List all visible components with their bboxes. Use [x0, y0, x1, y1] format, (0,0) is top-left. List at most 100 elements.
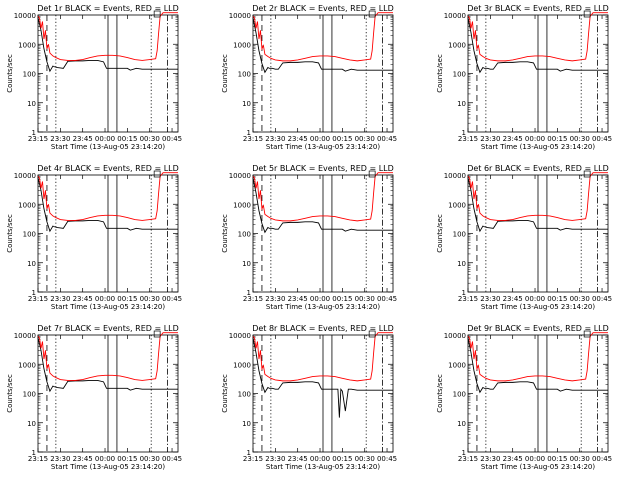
y-tick-label: 100: [23, 71, 36, 79]
x-tick-label: 00:45: [377, 135, 397, 143]
y-tick-label: 100: [238, 71, 251, 79]
end-marker-symbol: [153, 170, 161, 178]
series-line-events: [252, 337, 393, 418]
y-tick-label: 1: [247, 289, 251, 297]
series-line-events: [252, 17, 393, 74]
y-axis-label: Counts/sec: [6, 374, 14, 413]
y-tick-label: 10000: [229, 172, 251, 180]
y-tick-label: 10000: [444, 12, 466, 20]
x-tick-label: 00:45: [162, 295, 182, 303]
y-axis-label: Counts/sec: [221, 374, 229, 413]
panel-det-5r: Det 5r BLACK = Events, RED = LLD 1 10 100 10…: [221, 164, 397, 311]
x-tick-label: 23:30: [480, 135, 500, 143]
y-tick-label: 100: [23, 231, 36, 239]
y-tick-label: 10: [27, 420, 36, 428]
series-line-lld: [37, 332, 178, 381]
panel-title: Det 6r BLACK = Events, RED = LLD: [467, 164, 609, 173]
end-marker-symbol: [368, 330, 376, 338]
y-tick-label: 1: [32, 449, 36, 457]
x-tick-label: 00:00: [95, 135, 115, 143]
x-tick-label: 23:45: [73, 135, 93, 143]
x-tick-label: 00:00: [310, 455, 330, 463]
x-tick-label: 00:30: [355, 455, 375, 463]
x-tick-label: 23:15: [28, 295, 48, 303]
panel-title: Det 9r BLACK = Events, RED = LLD: [467, 324, 609, 333]
x-axis-label: Start Time (13-Aug-05 23:14:20): [481, 303, 595, 311]
panel-title: Det 7r BLACK = Events, RED = LLD: [37, 324, 179, 333]
y-axis-label: Counts/sec: [6, 54, 14, 93]
end-marker-symbol: [583, 10, 591, 18]
x-tick-label: 00:15: [332, 295, 352, 303]
x-tick-label: 00:15: [332, 135, 352, 143]
series-line-lld: [252, 332, 393, 382]
x-tick-label: 00:00: [525, 295, 545, 303]
x-tick-label: 00:00: [525, 455, 545, 463]
y-axis-label: Counts/sec: [221, 54, 229, 93]
x-tick-label: 23:30: [480, 455, 500, 463]
x-tick-label: 23:45: [503, 135, 523, 143]
panel-title: Det 8r BLACK = Events, RED = LLD: [252, 324, 394, 333]
x-tick-label: 00:00: [95, 295, 115, 303]
panel-title: Det 5r BLACK = Events, RED = LLD: [252, 164, 394, 173]
end-marker-symbol: [153, 330, 161, 338]
y-tick-label: 100: [453, 71, 466, 79]
y-tick-label: 1: [462, 289, 466, 297]
x-tick-label: 00:30: [355, 135, 375, 143]
x-tick-label: 23:15: [243, 295, 263, 303]
series-line-lld: [37, 172, 178, 221]
y-tick-label: 10000: [229, 332, 251, 340]
series-line-events: [37, 337, 178, 393]
x-tick-label: 00:30: [140, 455, 160, 463]
end-marker-symbol: [368, 170, 376, 178]
y-tick-label: 10: [27, 260, 36, 268]
series-line-events: [467, 17, 608, 74]
y-axis-label: Counts/sec: [436, 54, 444, 93]
panel-det-6r: Det 6r BLACK = Events, RED = LLD 1 10 100 10…: [436, 164, 612, 311]
panel-title: Det 4r BLACK = Events, RED = LLD: [37, 164, 179, 173]
x-tick-label: 00:00: [525, 135, 545, 143]
x-tick-label: 23:45: [503, 295, 523, 303]
x-tick-label: 00:15: [332, 455, 352, 463]
series-line-lld: [467, 172, 608, 221]
end-marker-symbol: [583, 330, 591, 338]
panel-det-1r: Det 1r BLACK = Events, RED = LLD 1 10 100 10…: [6, 4, 182, 151]
y-tick-label: 1: [32, 129, 36, 137]
y-tick-label: 1000: [448, 361, 466, 369]
x-tick-label: 23:30: [480, 295, 500, 303]
x-tick-label: 00:00: [310, 295, 330, 303]
y-tick-label: 100: [238, 391, 251, 399]
y-tick-label: 1: [32, 289, 36, 297]
x-axis-label: Start Time (13-Aug-05 23:14:20): [51, 303, 165, 311]
x-tick-label: 23:30: [265, 455, 285, 463]
y-tick-label: 10: [242, 100, 251, 108]
panel-title: Det 1r BLACK = Events, RED = LLD: [37, 4, 179, 13]
y-tick-label: 10000: [14, 172, 36, 180]
y-tick-label: 10: [27, 100, 36, 108]
end-marker-symbol: [368, 10, 376, 18]
y-tick-label: 1: [247, 449, 251, 457]
x-tick-label: 00:45: [162, 455, 182, 463]
x-tick-label: 00:15: [117, 455, 137, 463]
y-tick-label: 10000: [14, 332, 36, 340]
x-tick-label: 00:45: [377, 295, 397, 303]
panel-det-4r: Det 4r BLACK = Events, RED = LLD 1 10 100 10…: [6, 164, 182, 311]
end-marker-symbol: [153, 10, 161, 18]
x-tick-label: 00:45: [162, 135, 182, 143]
series-line-lld: [37, 12, 178, 61]
x-axis-label: Start Time (13-Aug-05 23:14:20): [51, 463, 165, 471]
x-tick-label: 00:30: [570, 295, 590, 303]
x-tick-label: 23:45: [73, 295, 93, 303]
series-line-events: [37, 177, 178, 233]
y-tick-label: 1000: [18, 201, 36, 209]
x-tick-label: 00:45: [377, 455, 397, 463]
x-tick-label: 23:30: [50, 455, 70, 463]
y-tick-label: 1000: [233, 41, 251, 49]
y-axis-label: Counts/sec: [6, 214, 14, 253]
x-tick-label: 23:15: [458, 295, 478, 303]
x-tick-label: 23:45: [503, 455, 523, 463]
series-line-lld: [252, 12, 393, 62]
x-tick-label: 23:15: [243, 135, 263, 143]
y-tick-label: 10000: [444, 172, 466, 180]
